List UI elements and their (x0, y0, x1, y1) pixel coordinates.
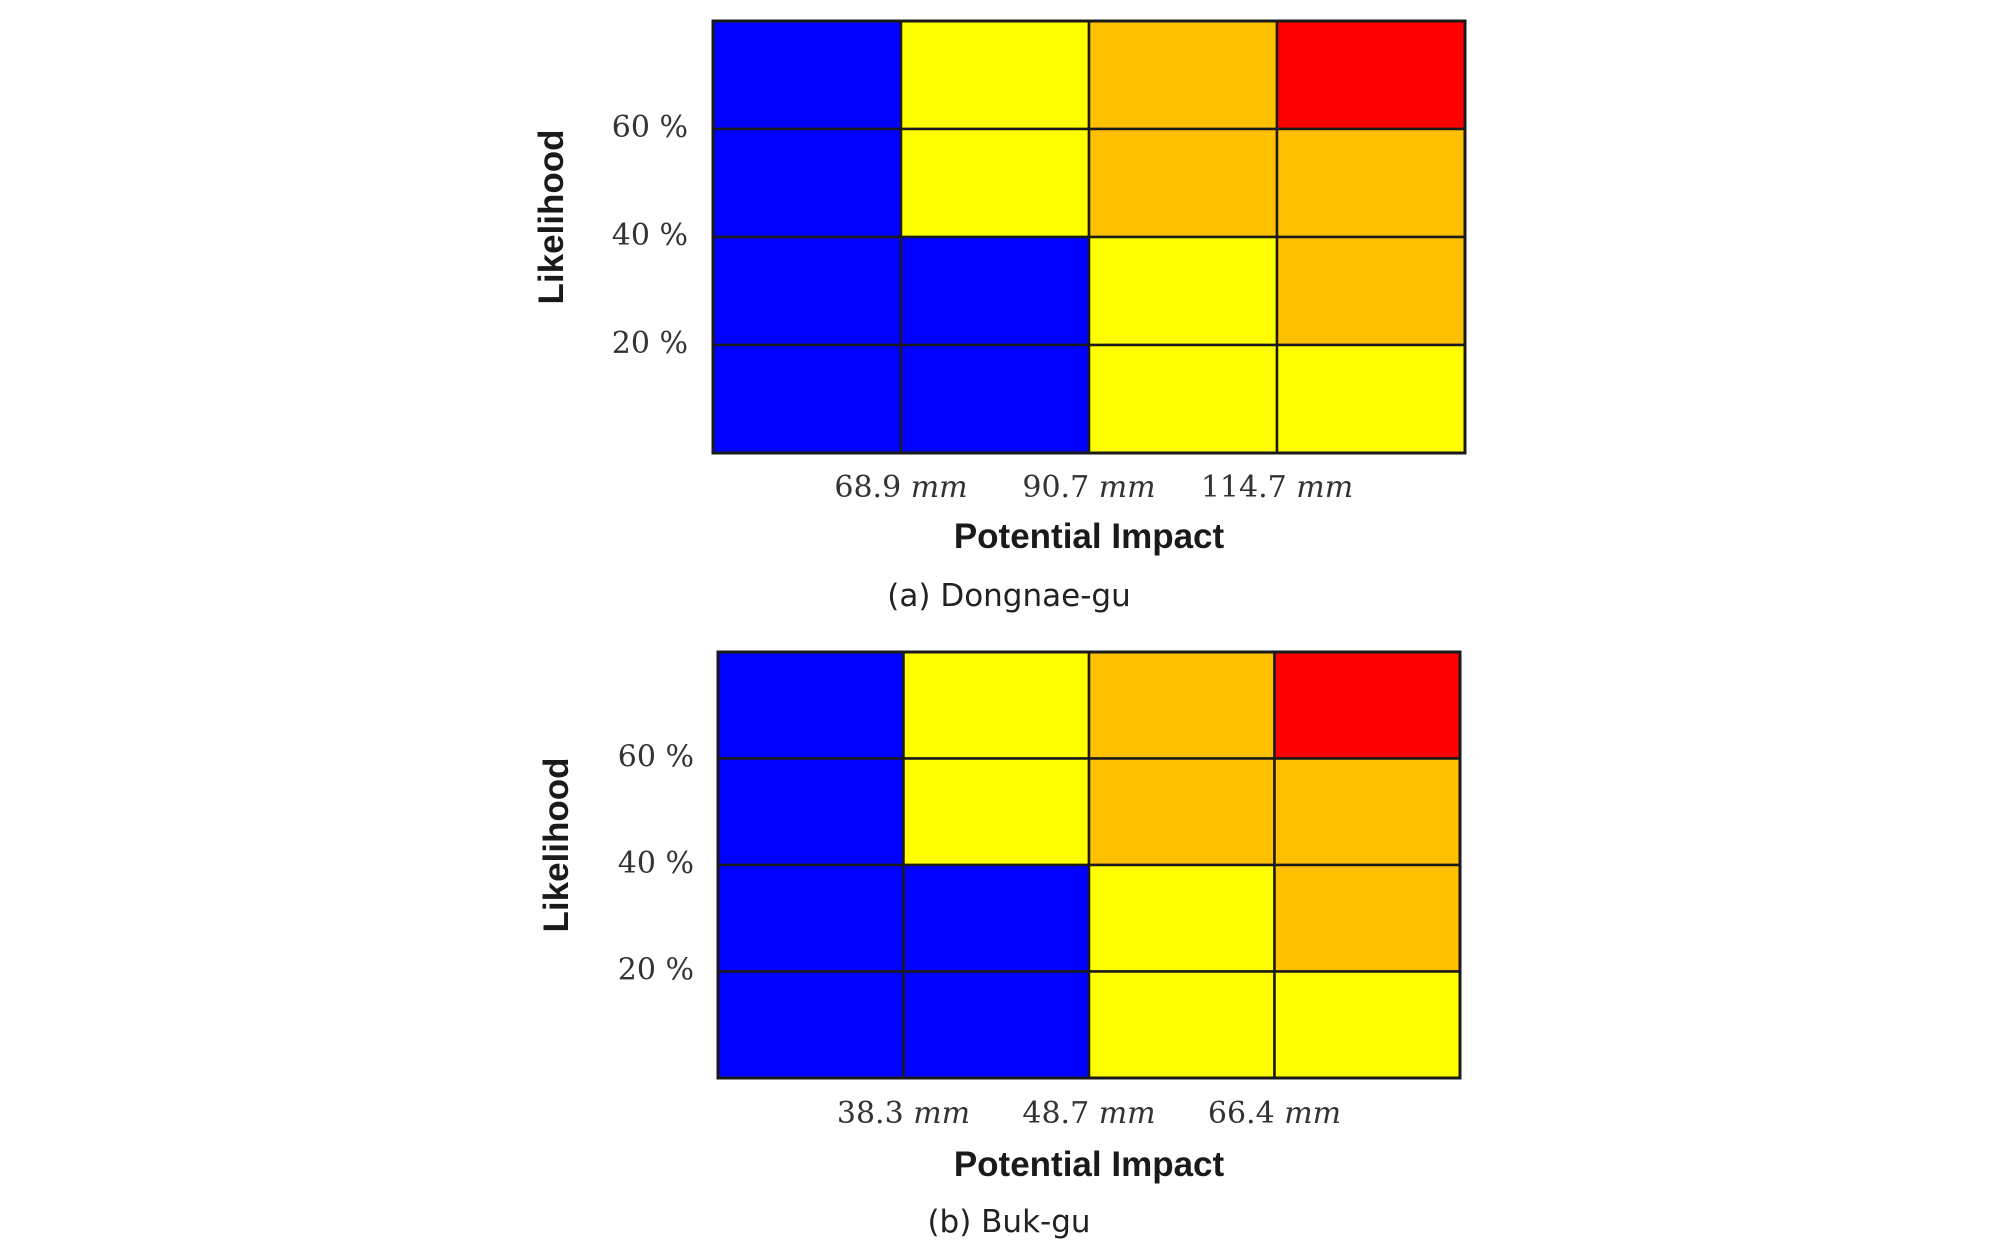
matrix-cell-r3-c3-high (1087, 127, 1279, 239)
matrix-cell-r1-c2-low (902, 970, 1091, 1080)
matrix-cell-r2-c1-low (716, 863, 905, 973)
matrix-frame (716, 650, 1462, 1080)
matrix-cell-r2-c3-medium (1087, 863, 1276, 973)
matrix-cell-r2-c3-medium (1087, 235, 1279, 347)
matrix-cell-r1-c3-medium (1087, 343, 1279, 455)
matrix-cell-r4-c2-medium (902, 650, 1091, 760)
matrix-cell-r3-c1-low (716, 757, 905, 867)
matrix-frame (711, 19, 1467, 455)
y-axis-title: Likelihood (537, 758, 576, 933)
matrix-cell-r2-c4-high (1273, 863, 1462, 973)
x-axis-title: Potential Impact (954, 517, 1225, 556)
matrix-cell-r4-c1-low (711, 19, 903, 131)
x-axis-title: Potential Impact (954, 1145, 1225, 1184)
matrix-cell-r4-c4-extreme (1275, 19, 1467, 131)
x-tick-label: 48.7 mm (1022, 1096, 1155, 1131)
y-axis-title: Likelihood (532, 130, 571, 305)
matrix-cell-r4-c2-medium (899, 19, 1091, 131)
y-tick-label: 60 % (612, 110, 688, 145)
matrix-cell-r4-c3-high (1087, 650, 1276, 760)
matrix-cell-r4-c1-low (716, 650, 905, 760)
matrix-cell-r3-c3-high (1087, 757, 1276, 867)
matrix-cell-r3-c2-medium (902, 757, 1091, 867)
matrix-cell-r2-c1-low (711, 235, 903, 347)
matrix-cell-r1-c4-medium (1275, 343, 1467, 455)
x-tick-label: 68.9 mm (834, 470, 967, 505)
x-tick-label: 114.7 mm (1201, 470, 1353, 505)
y-tick-label: 20 % (618, 953, 694, 988)
matrix-cell-r1-c1-low (716, 970, 905, 1080)
matrix-cell-r2-c2-low (899, 235, 1091, 347)
risk-matrix-b: 20 % 40 % 60 % 38.3 mm 48.7 mm 66.4 mm Potenti… (537, 650, 1462, 1240)
matrix-cell-r2-c4-high (1275, 235, 1467, 347)
figure-caption: (b) Buk-gu (927, 1204, 1090, 1240)
x-tick-label: 38.3 mm (837, 1096, 970, 1131)
x-tick-label: 90.7 mm (1022, 470, 1155, 505)
matrix-cell-r1-c1-low (711, 343, 903, 455)
matrix-cell-r3-c2-medium (899, 127, 1091, 239)
matrix-cell-r1-c3-medium (1087, 970, 1276, 1080)
matrix-cell-r4-c3-high (1087, 19, 1279, 131)
y-tick-label: 20 % (612, 326, 688, 361)
matrix-cell-r3-c4-high (1273, 757, 1462, 867)
matrix-cell-r4-c4-extreme (1273, 650, 1462, 760)
y-tick-label: 40 % (618, 846, 694, 881)
x-tick-label: 66.4 mm (1208, 1096, 1341, 1131)
matrix-cell-r1-c2-low (899, 343, 1091, 455)
matrix-cell-r2-c2-low (902, 863, 1091, 973)
matrix-cell-r1-c4-medium (1273, 970, 1462, 1080)
y-tick-label: 40 % (612, 218, 688, 253)
risk-matrix-a: 20 % 40 % 60 % 68.9 mm 90.7 mm 114.7 mm Potent… (532, 19, 1467, 614)
matrix-cell-r3-c4-high (1275, 127, 1467, 239)
figure-caption: (a) Dongnae-gu (887, 578, 1130, 614)
matrix-cell-r3-c1-low (711, 127, 903, 239)
y-tick-label: 60 % (618, 740, 694, 775)
